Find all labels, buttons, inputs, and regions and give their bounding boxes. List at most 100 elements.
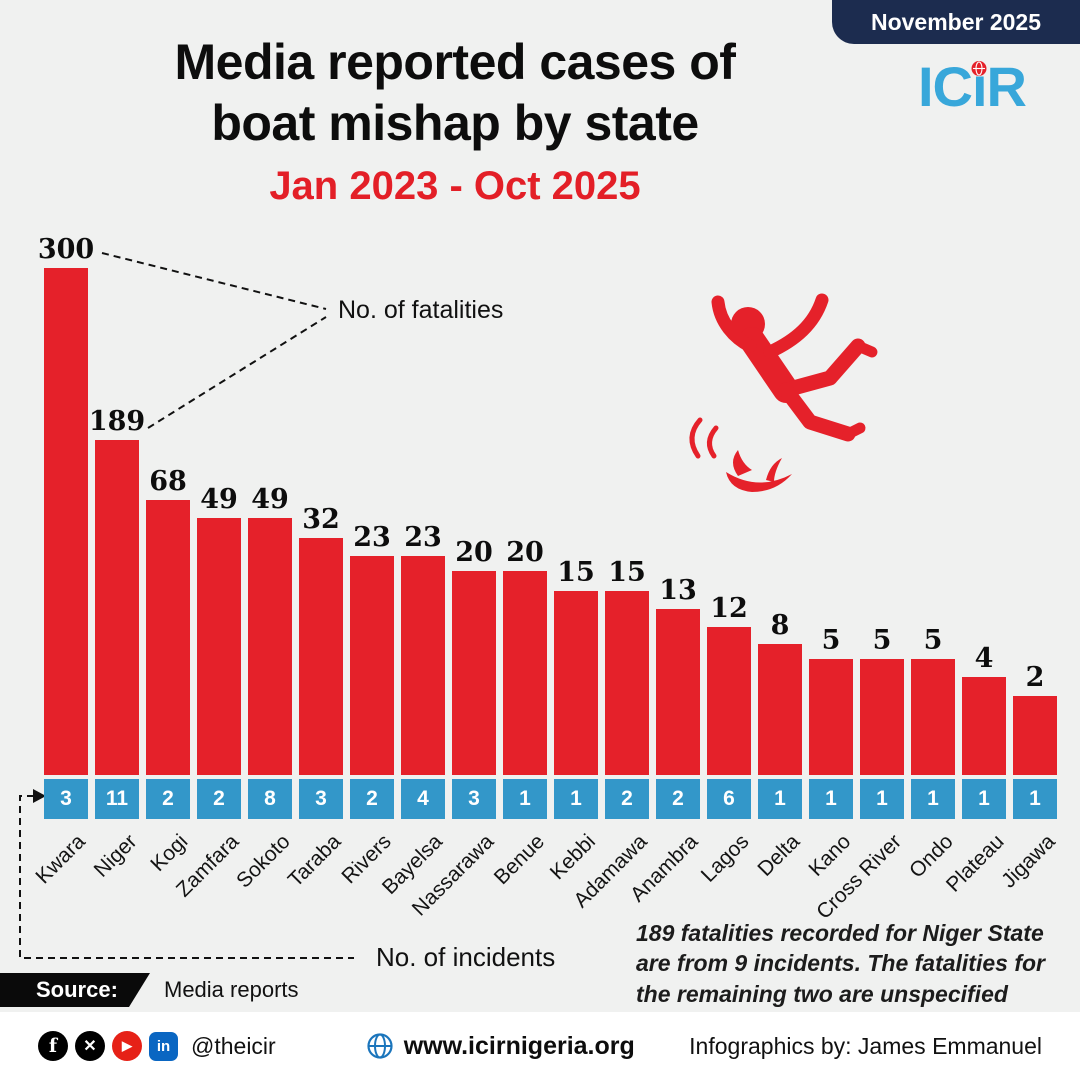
icir-logo: IC ı R — [892, 52, 1052, 122]
incidents-count-box: 1 — [809, 779, 853, 819]
incidents-count-box: 2 — [605, 779, 649, 819]
state-label: Sokoto — [231, 830, 295, 893]
date-range-subtitle: Jan 2023 - Oct 2025 — [269, 164, 641, 208]
state-label: Nassarawa — [407, 830, 499, 921]
incidents-count-box: 1 — [962, 779, 1006, 819]
title-line2: boat mishap by state — [211, 95, 699, 151]
source-label: Source: — [0, 973, 150, 1007]
website-url[interactable]: www.icirnigeria.org — [403, 1031, 635, 1060]
globe-dot-icon — [971, 61, 987, 76]
state-label: Niger — [89, 830, 142, 882]
incidents-count-box: 2 — [146, 779, 190, 819]
fatalities-bar — [758, 644, 802, 775]
social-links: f ✕ ▶ in @theicir — [38, 1031, 276, 1061]
bar-column: 20 — [452, 537, 496, 775]
bar-column: 5 — [860, 625, 904, 775]
source-value: Media reports — [164, 977, 299, 1002]
fatalities-bar — [44, 268, 88, 775]
incidents-count-box: 3 — [452, 779, 496, 819]
bar-column: 23 — [350, 522, 394, 775]
incidents-count-box: 1 — [911, 779, 955, 819]
state-label: Benue — [490, 830, 550, 890]
fatalities-value: 49 — [200, 484, 238, 515]
date-badge: November 2025 — [832, 0, 1080, 44]
bar-column: 20 — [503, 537, 547, 775]
fatalities-value: 68 — [149, 466, 187, 497]
fatalities-bar — [962, 677, 1006, 775]
facebook-icon[interactable]: f — [38, 1031, 68, 1061]
youtube-icon[interactable]: ▶ — [112, 1031, 142, 1061]
fatalities-bar — [248, 518, 292, 775]
incidents-count-box: 1 — [1013, 779, 1057, 819]
fatalities-bar — [350, 556, 394, 775]
fatalities-value: 300 — [37, 234, 95, 265]
bar-column: 32 — [299, 504, 343, 775]
incidents-count-box: 1 — [860, 779, 904, 819]
fatalities-bar — [809, 659, 853, 775]
fatalities-bar — [503, 571, 547, 775]
fatalities-value: 49 — [251, 484, 289, 515]
incidents-count-box: 2 — [350, 779, 394, 819]
fatalities-value: 12 — [710, 593, 748, 624]
fatalities-bar — [1013, 696, 1057, 775]
niger-state-note: 189 fatalities recorded for Niger State … — [636, 920, 1045, 1007]
incidents-count-box: 6 — [707, 779, 751, 819]
fatalities-value: 23 — [353, 522, 391, 553]
page-title: Media reported cases of boat mishap by s… — [40, 32, 870, 154]
fatalities-bar — [452, 571, 496, 775]
bar-column: 2 — [1013, 662, 1057, 775]
bar-column: 49 — [248, 484, 292, 775]
logo-text-left: IC — [917, 55, 973, 118]
bar-column: 15 — [605, 557, 649, 775]
bar-column: 49 — [197, 484, 241, 775]
bar-column: 12 — [707, 593, 751, 775]
fatalities-value: 5 — [872, 625, 892, 656]
falling-person-icon — [689, 293, 878, 492]
fatalities-value: 13 — [659, 575, 697, 606]
state-label: Zamfara — [171, 830, 244, 902]
x-twitter-icon[interactable]: ✕ — [75, 1031, 105, 1061]
bar-column: 5 — [911, 625, 955, 775]
incidents-count-box: 2 — [197, 779, 241, 819]
fatalities-value: 15 — [608, 557, 646, 588]
fatalities-bar — [860, 659, 904, 775]
incidents-count-box: 3 — [44, 779, 88, 819]
logo-text-right: R — [986, 55, 1027, 118]
incidents-count-box: 1 — [758, 779, 802, 819]
bar-column: 23 — [401, 522, 445, 775]
incidents-legend-label: No. of incidents — [376, 942, 556, 972]
incidents-row: 3 11 2 2 8 3 2 4 3 1 1 2 2 6 1 1 1 1 1 1 — [44, 779, 1057, 819]
fatalities-value: 8 — [770, 610, 790, 641]
fatalities-bar — [554, 591, 598, 775]
incidents-count-box: 11 — [95, 779, 139, 819]
bars-row: 300 189 68 49 49 32 23 23 20 20 15 15 13 12 8 5 5 5 4 2 — [38, 230, 1057, 775]
bar-column: 13 — [656, 575, 700, 775]
fatalities-value: 5 — [923, 625, 943, 656]
bar-column: 8 — [758, 610, 802, 775]
fatalities-bar — [656, 609, 700, 775]
fatalities-value: 32 — [302, 504, 340, 535]
bar-column: 5 — [809, 625, 853, 775]
fatalities-value: 4 — [974, 643, 994, 674]
incidents-count-box: 2 — [656, 779, 700, 819]
title-line1: Media reported cases of — [174, 34, 736, 90]
fatalities-value: 23 — [404, 522, 442, 553]
fatalities-bar — [95, 440, 139, 775]
fatalities-bar — [707, 627, 751, 775]
incidents-count-box: 4 — [401, 779, 445, 819]
incidents-count-box: 1 — [503, 779, 547, 819]
linkedin-icon[interactable]: in — [149, 1031, 178, 1061]
credit-text: Infographics by: James Emmanuel — [689, 1032, 1042, 1059]
fatalities-bar — [299, 538, 343, 775]
social-handle[interactable]: @theicir — [191, 1032, 276, 1059]
fatalities-bar — [911, 659, 955, 775]
state-label: Taraba — [283, 830, 346, 892]
fatalities-bar — [401, 556, 445, 775]
incidents-count-box: 8 — [248, 779, 292, 819]
incidents-count-box: 1 — [554, 779, 598, 819]
globe-icon — [367, 1033, 393, 1059]
state-label: Kwara — [31, 830, 91, 889]
fatalities-value: 20 — [455, 537, 493, 568]
website-group[interactable]: www.icirnigeria.org — [366, 1032, 635, 1061]
